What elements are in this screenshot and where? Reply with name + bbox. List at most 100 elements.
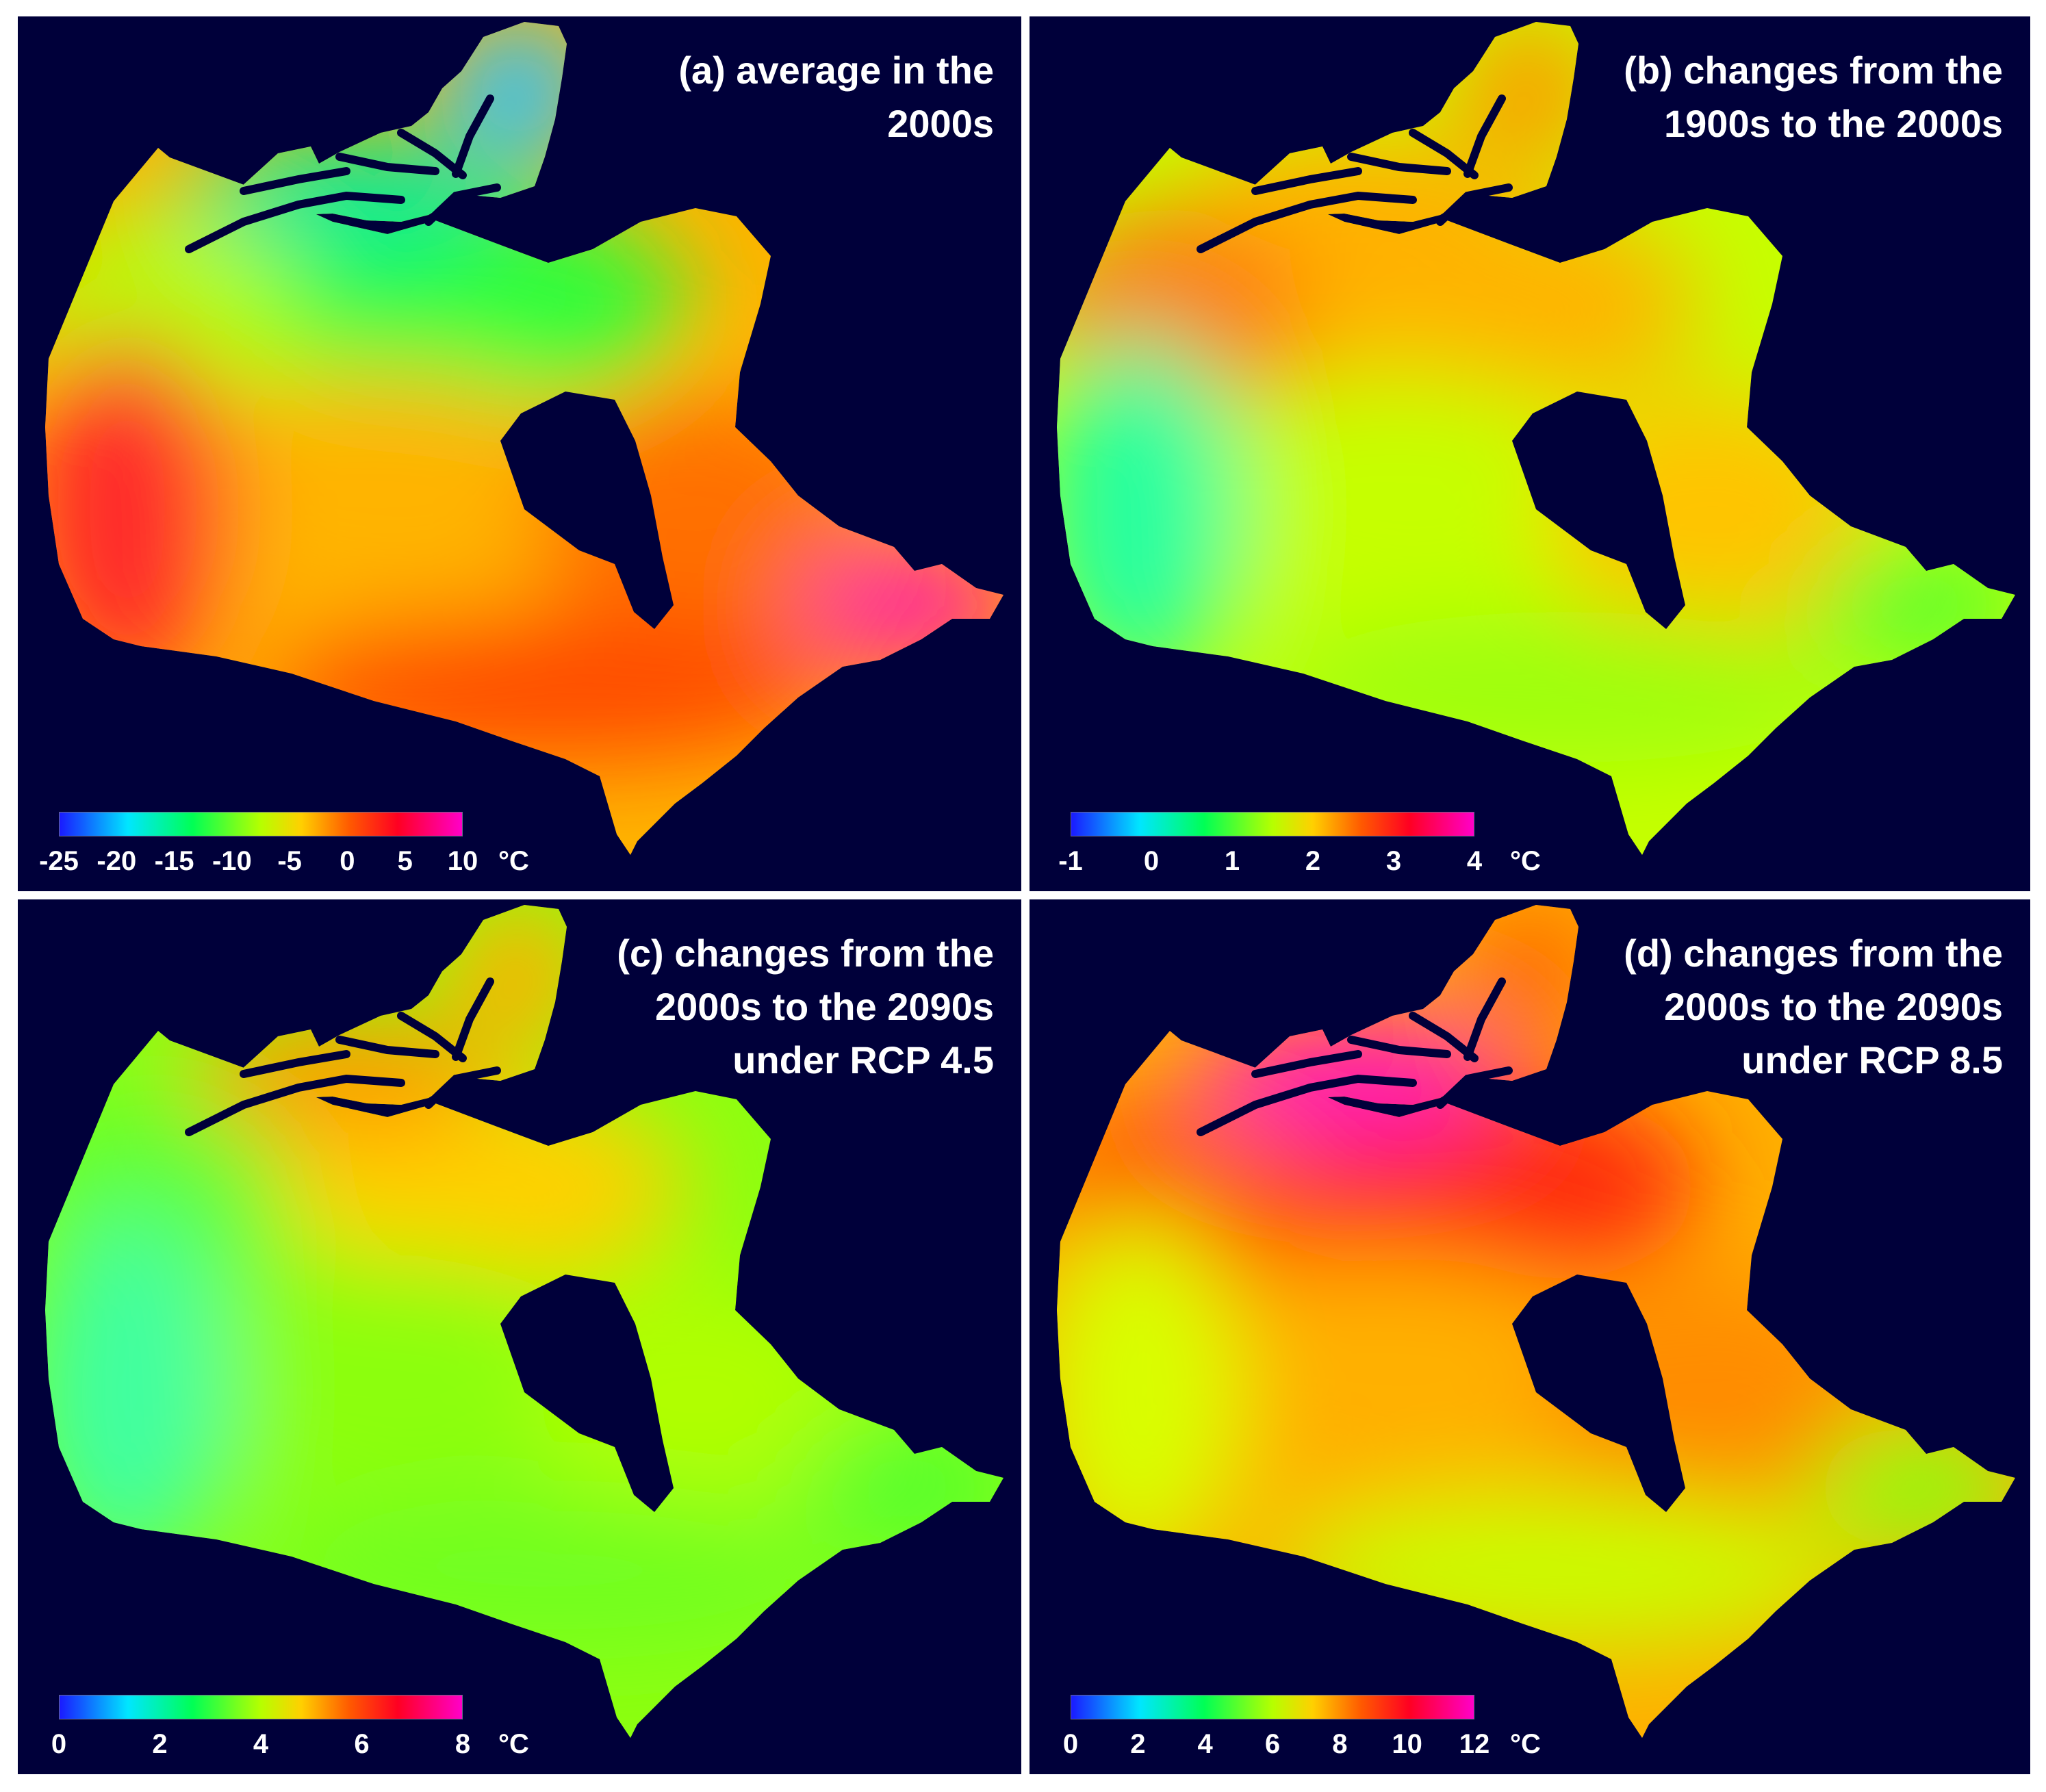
hudson-bay xyxy=(1512,392,1685,629)
colorbar-unit-d: °C xyxy=(1510,1729,1541,1759)
water-channel xyxy=(1436,183,1513,226)
panel-title-b: (b) changes from the 1900s to the 2000s xyxy=(1624,44,2003,151)
region-interior xyxy=(1139,372,1632,619)
water-channel xyxy=(1463,94,1506,178)
water-channel xyxy=(1436,1066,1513,1109)
water-channel xyxy=(1197,1074,1417,1136)
region-west-coast xyxy=(45,331,230,687)
water-channel xyxy=(1463,977,1506,1061)
panel-title-line: 2000s xyxy=(887,102,994,145)
colorbar-tick-label: -15 xyxy=(154,846,194,876)
region-interior xyxy=(127,1255,620,1502)
panel-title-line: 1900s to the 2000s xyxy=(1664,102,2003,145)
canada-map-d xyxy=(1057,905,2015,1738)
colorbar-tick-label: 2 xyxy=(152,1729,168,1759)
region-south xyxy=(264,612,839,763)
water-channel xyxy=(1347,153,1451,175)
region-southeast-tip xyxy=(798,1426,1003,1550)
colorbar-tick-label: -10 xyxy=(212,846,252,876)
panel-title-line: 2000s to the 2090s xyxy=(655,985,994,1028)
panel-title-line: under RCP 4.5 xyxy=(732,1038,994,1081)
water-channel xyxy=(335,1036,439,1058)
colorbar-tick-label: -1 xyxy=(1058,846,1083,876)
colorbar-tick-label: 6 xyxy=(354,1729,370,1759)
panel-title-d: (d) changes from the 2000s to the 2090s … xyxy=(1624,927,2003,1087)
region-west-coast xyxy=(1057,331,1242,687)
region-west-coast xyxy=(45,1214,230,1570)
panel-title-a: (a) average in the 2000s xyxy=(678,44,994,151)
colorbar-ticks-b: -1 0 1 2 3 4 xyxy=(1030,846,1714,887)
colorbar-tick-label: 4 xyxy=(1466,846,1483,876)
water-channel xyxy=(1251,1050,1362,1078)
water-channel xyxy=(1197,191,1417,253)
water-channel xyxy=(240,167,350,195)
region-south xyxy=(1276,612,1851,763)
colorbar-unit-a: °C xyxy=(498,846,529,876)
water-channel xyxy=(335,153,439,175)
panel-title-line: (a) average in the xyxy=(678,49,994,92)
water-channel xyxy=(452,94,494,178)
panel-title-line: (c) changes from the xyxy=(617,932,994,975)
water-channel xyxy=(1347,1036,1451,1058)
water-channel xyxy=(240,1050,350,1078)
water-channel xyxy=(424,1066,501,1109)
region-interior xyxy=(1139,1255,1632,1502)
region-southeast-tip xyxy=(1810,543,2015,667)
colorbar-tick-label: 10 xyxy=(447,846,478,876)
colorbar-tick-label: -5 xyxy=(277,846,302,876)
colorbar-tick-label: 0 xyxy=(1062,1729,1079,1759)
panel-title-line: (d) changes from the xyxy=(1624,932,2003,975)
map-panel-b: (b) changes from the 1900s to the 2000s … xyxy=(1030,16,2030,891)
region-interior xyxy=(127,372,620,619)
water-channel xyxy=(185,1074,405,1136)
map-panel-d: (d) changes from the 2000s to the 2090s … xyxy=(1030,899,2030,1774)
colorbar-unit-c: °C xyxy=(498,1729,529,1759)
colorbar-tick-label: 12 xyxy=(1459,1729,1490,1759)
colorbar-ticks-c: 0 2 4 6 8 xyxy=(18,1729,702,1770)
colorbar-tick-label: 0 xyxy=(340,846,355,876)
colorbar-tick-label: 10 xyxy=(1392,1729,1422,1759)
colorbar-tick-label: 3 xyxy=(1385,846,1402,876)
colorbar-tick-label: 8 xyxy=(455,1729,471,1759)
panel-title-line: (b) changes from the xyxy=(1624,49,2003,92)
region-south xyxy=(264,1495,839,1646)
region-west-coast xyxy=(1057,1214,1242,1570)
colorbar-c xyxy=(59,1695,463,1719)
region-southeast-tip xyxy=(1810,1426,2015,1550)
region-south xyxy=(1276,1495,1851,1646)
hudson-bay xyxy=(1512,1275,1685,1512)
panel-title-line: 2000s to the 2090s xyxy=(1664,985,2003,1028)
colorbar-tick-label: 2 xyxy=(1305,846,1321,876)
water-channel xyxy=(1251,167,1362,195)
water-channel xyxy=(397,129,467,179)
hudson-bay xyxy=(500,392,674,629)
colorbar-tick-label: -25 xyxy=(39,846,79,876)
water-channel xyxy=(1409,129,1479,179)
panel-title-c: (c) changes from the 2000s to the 2090s … xyxy=(617,927,994,1087)
map-panel-a: (a) average in the 2000s -25 -20 -15 -10 -5 0… xyxy=(18,16,1021,891)
canada-map-c xyxy=(45,905,1003,1738)
panel-title-line: under RCP 8.5 xyxy=(1741,1038,2003,1081)
colorbar-tick-label: 4 xyxy=(253,1729,269,1759)
colorbar-tick-label: 6 xyxy=(1264,1729,1281,1759)
map-panel-c: (c) changes from the 2000s to the 2090s … xyxy=(18,899,1021,1774)
colorbar-tick-label: 2 xyxy=(1130,1729,1146,1759)
colorbar-tick-label: 1 xyxy=(1224,846,1240,876)
water-channel xyxy=(397,1012,467,1062)
colorbar-b xyxy=(1071,812,1474,836)
canada-map-b xyxy=(1057,22,2015,855)
canada-map-a xyxy=(45,22,1003,855)
colorbar-ticks-d: 0 2 4 6 8 10 12 xyxy=(1030,1729,1714,1770)
colorbar-a xyxy=(59,812,463,836)
water-channel xyxy=(185,191,405,253)
colorbar-tick-label: -20 xyxy=(97,846,137,876)
colorbar-d xyxy=(1071,1695,1474,1719)
colorbar-tick-label: 0 xyxy=(51,1729,67,1759)
colorbar-ticks-a: -25 -20 -15 -10 -5 0 5 10 xyxy=(18,846,702,887)
colorbar-unit-b: °C xyxy=(1510,846,1541,876)
water-channel xyxy=(1409,1012,1479,1062)
water-channel xyxy=(452,977,494,1061)
water-channel xyxy=(424,183,501,226)
colorbar-tick-label: 5 xyxy=(397,846,413,876)
colorbar-tick-label: 0 xyxy=(1143,846,1160,876)
